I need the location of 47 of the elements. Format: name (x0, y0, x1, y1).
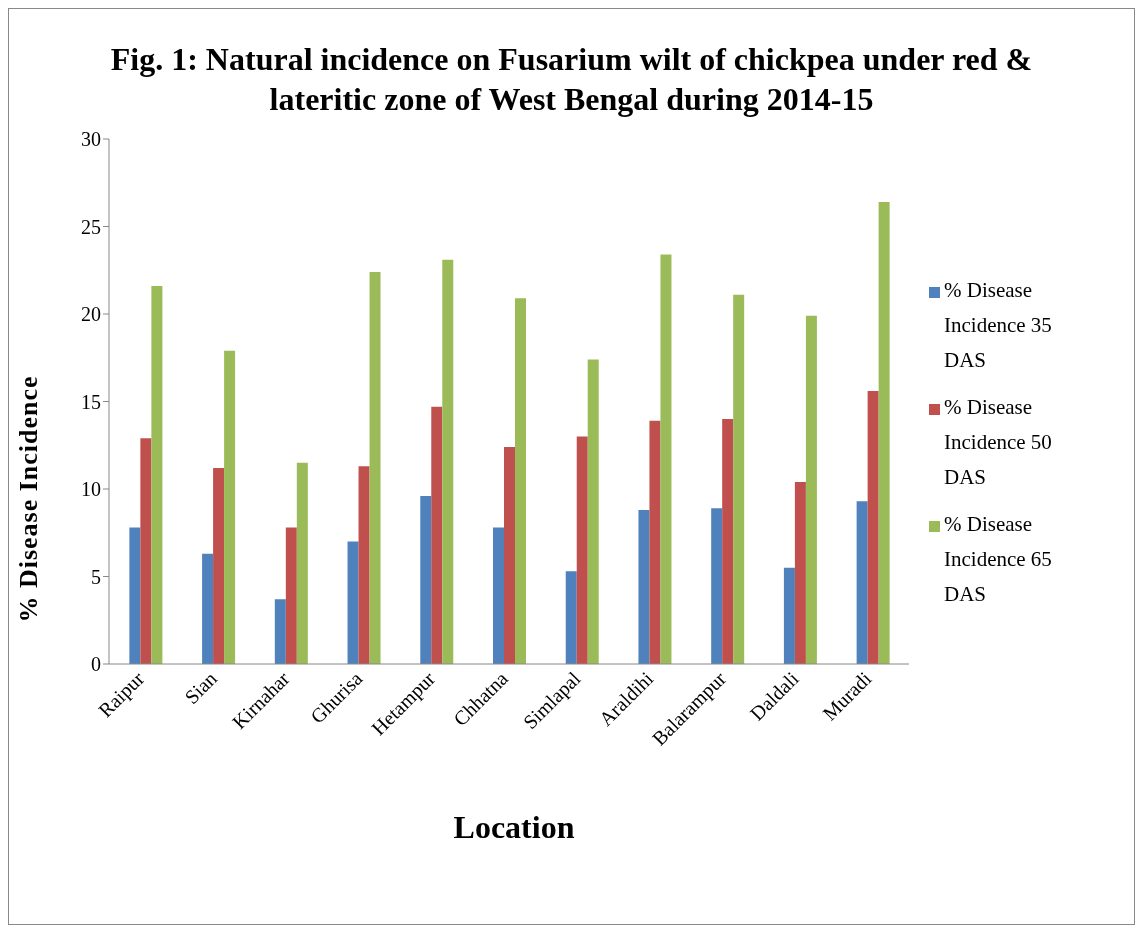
bar (504, 447, 515, 664)
legend-label: % Disease Incidence 65 DAS (944, 511, 1053, 608)
bar (442, 259, 454, 664)
bar (369, 272, 381, 664)
bar (129, 527, 141, 664)
bar (805, 315, 817, 664)
y-tick-label: 15 (81, 390, 101, 413)
bar (296, 462, 308, 664)
bar (274, 599, 286, 664)
bar (867, 391, 879, 664)
bar (347, 541, 359, 664)
bar (794, 482, 806, 664)
bar (722, 419, 734, 664)
bar (285, 527, 297, 664)
legend-label: % Disease Incidence 50 DAS (944, 394, 1053, 491)
bar (140, 438, 152, 664)
bar (565, 571, 577, 664)
bar (224, 350, 236, 664)
x-tick-label: Sian (180, 667, 221, 708)
y-tick-label: 0 (91, 653, 101, 676)
bar (649, 420, 661, 664)
bar (711, 508, 723, 664)
bar (213, 468, 225, 664)
bar (358, 466, 370, 664)
bar (638, 510, 650, 664)
bar (856, 501, 868, 664)
bar (493, 527, 504, 664)
y-tick-label: 30 (81, 128, 101, 151)
y-tick-label: 10 (81, 478, 101, 501)
bar (420, 496, 432, 664)
bar (431, 406, 443, 664)
bar (515, 298, 526, 664)
bar (878, 202, 890, 664)
bar (783, 567, 795, 664)
bar (587, 359, 599, 664)
bar (151, 286, 163, 664)
bar (576, 436, 588, 664)
y-tick-label: 20 (81, 303, 101, 326)
bar (202, 553, 214, 664)
y-axis-title: % Disease Incidence (14, 375, 44, 623)
x-axis-title: Location (452, 809, 576, 846)
legend-label: % Disease Incidence 35 DAS (944, 277, 1053, 374)
bar (660, 254, 672, 664)
chart-title: Fig. 1: Natural incidence on Fusarium wilt of chickpea under red & lateritic zone of West Bengal during 2014-15 (109, 40, 1034, 119)
bar (733, 294, 745, 664)
y-tick-label: 25 (81, 215, 101, 238)
y-tick-label: 5 (91, 565, 101, 588)
